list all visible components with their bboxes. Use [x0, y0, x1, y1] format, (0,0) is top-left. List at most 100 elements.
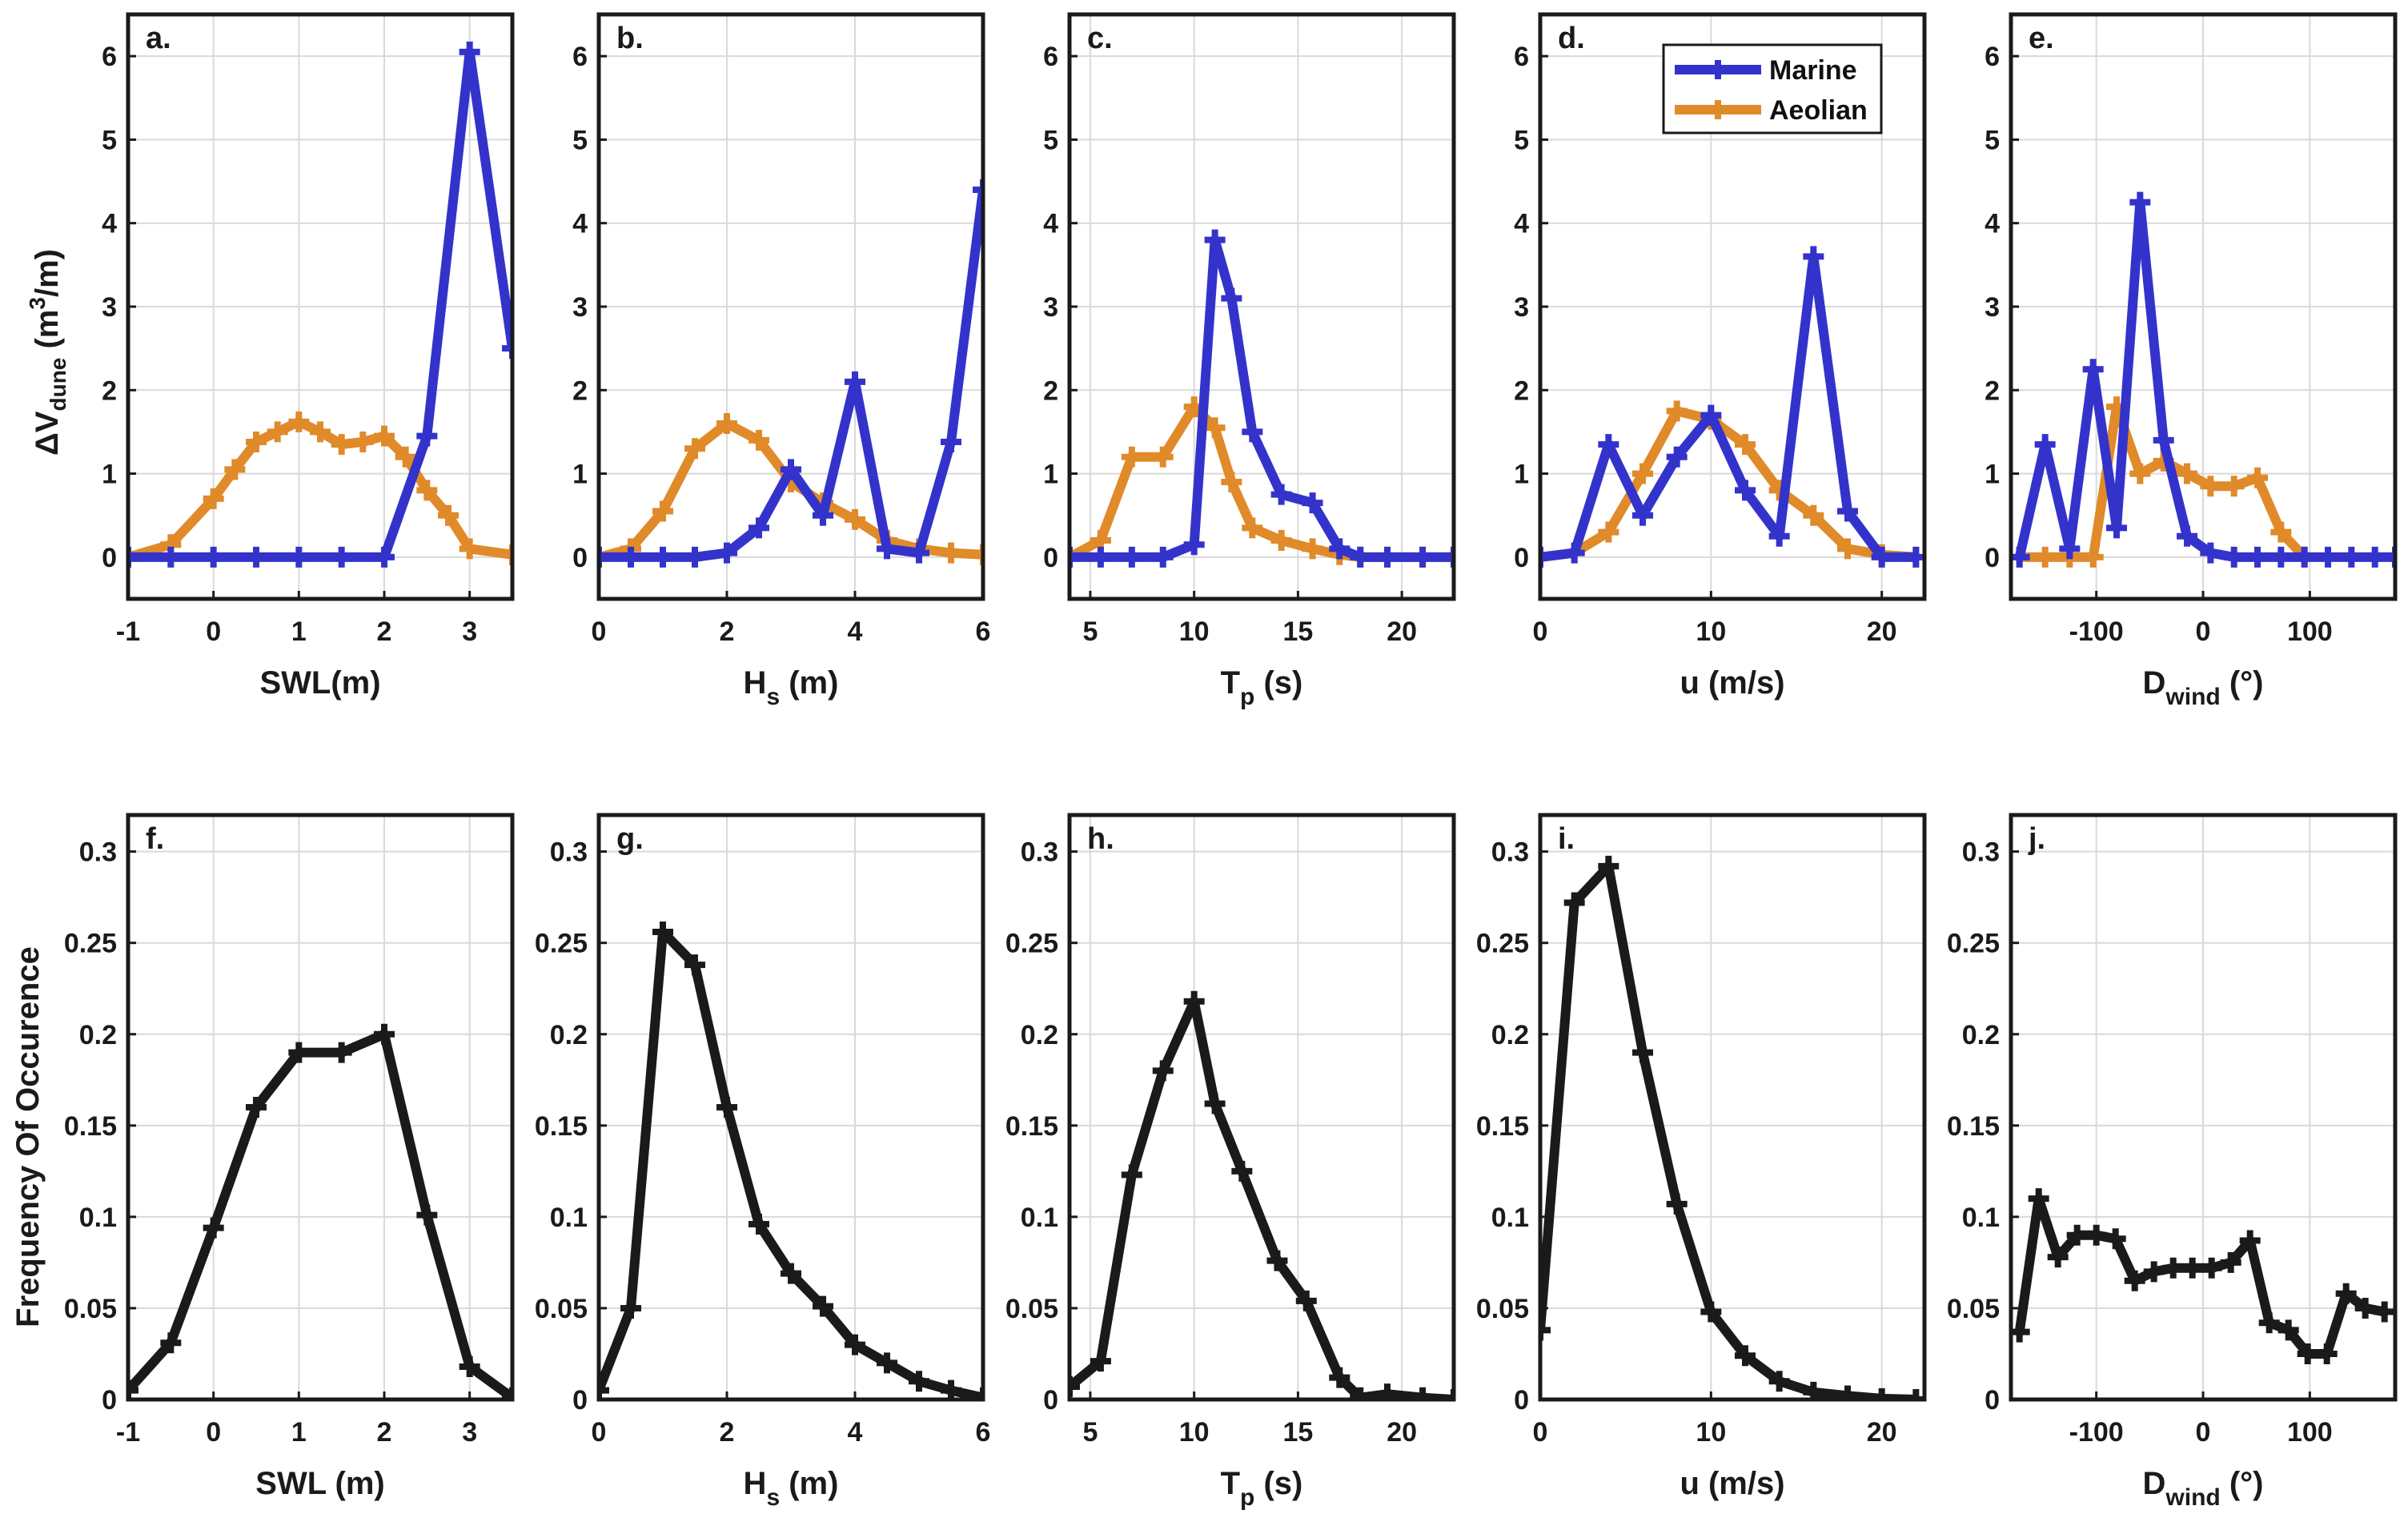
x-tick-label: 5 — [1082, 616, 1098, 647]
y-tick-label: 1 — [102, 460, 117, 490]
frequency-data-point — [203, 1217, 224, 1239]
legend-box — [1662, 43, 1883, 135]
marine-data-point — [1183, 534, 1205, 556]
legend-aeolian-marker — [1708, 100, 1728, 119]
aeolian-data-point — [716, 413, 737, 434]
marine-data-point — [2318, 546, 2338, 568]
frequency-series-line — [128, 1029, 512, 1399]
plot-area — [599, 815, 983, 1399]
marine-data-point — [2223, 546, 2245, 568]
aeolian-data-point — [2129, 463, 2151, 484]
frequency-data-point — [877, 1352, 897, 1374]
plot-area — [1540, 815, 1924, 1399]
marine-data-point — [2059, 538, 2081, 560]
x-tick-label: 6 — [976, 616, 991, 647]
frequency-data-point — [684, 954, 705, 976]
axes-frame — [596, 12, 985, 601]
series-group — [2011, 1188, 2395, 1364]
panel-label: f. — [146, 822, 164, 856]
panel-d: 0 10 20 0 1 2 3 4 5 6 d. u (m/s) — [1514, 12, 1927, 701]
y-tick-label: 0.05 — [1005, 1294, 1058, 1324]
marine-data-point — [2082, 359, 2104, 380]
x-tick-label: 15 — [1282, 616, 1313, 647]
x-tick-label: 0 — [2196, 616, 2211, 647]
y-tick-label: 4 — [102, 209, 117, 239]
y-tick-label: 3 — [1985, 292, 2000, 323]
x-tick-label: -1 — [116, 1417, 140, 1448]
series-group — [128, 1023, 512, 1399]
frequency-data-point — [1090, 1351, 1111, 1372]
y-tick-label: 0.3 — [1021, 837, 1058, 868]
panel-label: g. — [616, 822, 644, 856]
x-tick-label: 100 — [2287, 616, 2333, 647]
marine-data-point — [1837, 500, 1858, 522]
frequency-data-point — [2354, 1297, 2376, 1319]
y-tick-label: 1 — [1985, 460, 2000, 490]
marine-data-point — [1242, 421, 1263, 443]
marine-data-point — [374, 546, 395, 568]
x-tick-label: 2 — [720, 1417, 735, 1448]
panel-label: d. — [1558, 22, 1585, 55]
frequency-data-point — [845, 1334, 865, 1355]
y-tick-label: 0.25 — [535, 929, 588, 959]
marine-data-point — [1121, 546, 1142, 568]
frequency-data-point — [716, 1097, 737, 1118]
y-tick-label: 0.15 — [1005, 1111, 1058, 1142]
y-tick-label: 0.25 — [1005, 929, 1058, 959]
panel-label: b. — [616, 22, 644, 55]
panel-label: h. — [1087, 822, 1114, 856]
y-tick-label: 0 — [102, 543, 117, 573]
aeolian-data-point — [2270, 521, 2292, 543]
aeolian-data-point — [2082, 546, 2104, 568]
x-tick-label: 0 — [206, 1417, 221, 1448]
frequency-data-point — [1266, 1250, 1288, 1271]
x-axis-label: Tp (s) — [1221, 1466, 1303, 1511]
panel-label: c. — [1087, 22, 1113, 55]
frequency-data-point — [1905, 1389, 1924, 1399]
frequency-data-point — [2335, 1283, 2357, 1304]
y-tick-label: 0.25 — [1947, 929, 2000, 959]
marine-data-point — [1412, 546, 1434, 568]
aeolian-data-point — [502, 544, 512, 565]
marine-data-point — [1329, 538, 1350, 560]
aeolian-data-point — [416, 480, 438, 501]
y-tick-label: 6 — [1985, 42, 2000, 72]
marine-data-point — [748, 517, 769, 539]
aeolian-data-point — [1598, 521, 1619, 543]
y-tick-label: 1 — [1043, 460, 1058, 490]
frequency-data-point — [331, 1042, 352, 1063]
frequency-data-point — [1070, 1376, 1080, 1398]
panel-label: i. — [1558, 822, 1575, 856]
axes-frame — [126, 813, 515, 1402]
aeolian-data-point — [459, 538, 480, 560]
plot-area — [1070, 815, 1454, 1399]
y-tick-label: 2 — [1043, 375, 1058, 406]
y-tick-label: 5 — [1985, 125, 2000, 155]
marine-data-point — [1090, 546, 1111, 568]
y-tick-label: 0.15 — [64, 1111, 117, 1142]
x-axis-label: SWL (m) — [255, 1466, 384, 1501]
frequency-data-point — [1121, 1164, 1142, 1186]
x-axis-label: SWL(m) — [259, 665, 380, 701]
y-tick-label: 0.2 — [1962, 1020, 2000, 1050]
y-tick-label: 3 — [1043, 292, 1058, 323]
y-tick-label: 2 — [572, 375, 588, 406]
frequency-data-point — [1231, 1160, 1253, 1182]
aeolian-data-point — [941, 542, 961, 564]
y-tick-label: 0.1 — [79, 1203, 117, 1233]
y-tick-label: 0.05 — [535, 1294, 588, 1324]
x-tick-label: 20 — [1867, 1417, 1897, 1448]
x-tick-label: 20 — [1867, 616, 1897, 647]
y-tick-label: 0.2 — [550, 1020, 588, 1050]
aeolian-data-point — [1666, 400, 1688, 422]
aeolian-data-point — [352, 431, 374, 452]
y-tick-label: 0 — [1514, 1385, 1529, 1416]
y-tick-label: 1 — [572, 460, 588, 490]
axes-frame — [596, 813, 985, 1402]
marine-data-point — [1221, 287, 1242, 309]
x-axis-label: u (m/s) — [1680, 665, 1784, 701]
aeolian-data-point — [1837, 538, 1858, 560]
x-tick-label: -100 — [2069, 1417, 2124, 1448]
frequency-data-point — [1183, 990, 1205, 1012]
